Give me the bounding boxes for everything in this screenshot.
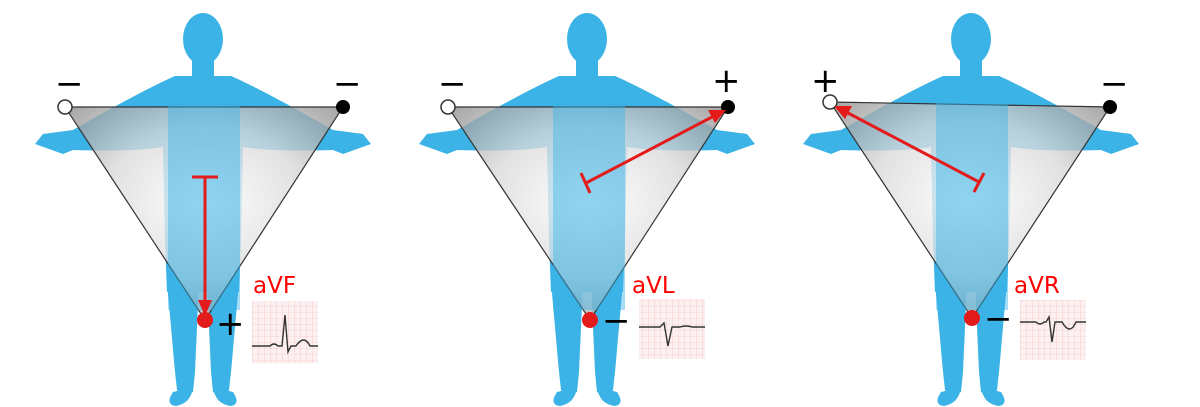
right-arm-electrode bbox=[822, 94, 838, 110]
foot-electrode bbox=[197, 312, 213, 328]
foot-sign: + bbox=[216, 304, 245, 344]
foot-sign: − bbox=[984, 299, 1013, 339]
arrow-shaft bbox=[585, 115, 713, 185]
ecg-strip bbox=[639, 299, 705, 359]
lead-label: aVL bbox=[632, 273, 675, 299]
left-arm-electrode bbox=[336, 100, 350, 114]
arrow-tail-bar bbox=[972, 172, 986, 193]
arrow-head bbox=[198, 300, 212, 316]
panel-avl: − + − aVL bbox=[419, 13, 755, 406]
foot-electrode bbox=[964, 310, 980, 326]
foot-sign: − bbox=[602, 301, 631, 341]
foot-electrode bbox=[582, 312, 598, 328]
left-arm-sign: − bbox=[1100, 64, 1129, 104]
ecg-strip bbox=[252, 301, 318, 363]
torso-overlay bbox=[553, 100, 625, 310]
right-arm-sign: − bbox=[55, 64, 84, 104]
right-arm-electrode bbox=[440, 99, 456, 115]
left-arm-electrode bbox=[1103, 100, 1117, 114]
arrow-head bbox=[834, 106, 852, 119]
right-arm-sign: + bbox=[811, 61, 840, 101]
lead-label: aVR bbox=[1014, 273, 1060, 299]
vector-arrow bbox=[192, 175, 218, 316]
einthoven-triangle bbox=[446, 106, 730, 322]
einthoven-triangle bbox=[828, 101, 1112, 320]
arrow-shaft bbox=[847, 111, 980, 184]
panel-avf: − − + aVF bbox=[35, 13, 371, 406]
vector-arrow bbox=[579, 110, 726, 194]
arrow-head bbox=[708, 110, 726, 123]
right-arm-sign: − bbox=[438, 64, 467, 104]
lead-label: aVF bbox=[253, 273, 296, 299]
vector-arrow bbox=[834, 106, 986, 193]
left-arm-sign: + bbox=[712, 61, 741, 101]
left-arm-sign: − bbox=[333, 64, 362, 104]
panel-avr: + − − aVR bbox=[803, 13, 1139, 406]
ecg-trace bbox=[639, 321, 705, 347]
arrow-tail-bar bbox=[579, 172, 592, 194]
ecg-strip bbox=[1020, 300, 1086, 360]
torso-overlay bbox=[936, 100, 1008, 310]
ecg-trace bbox=[252, 314, 318, 355]
ecg-trace bbox=[1020, 314, 1086, 343]
right-arm-electrode bbox=[57, 99, 73, 115]
